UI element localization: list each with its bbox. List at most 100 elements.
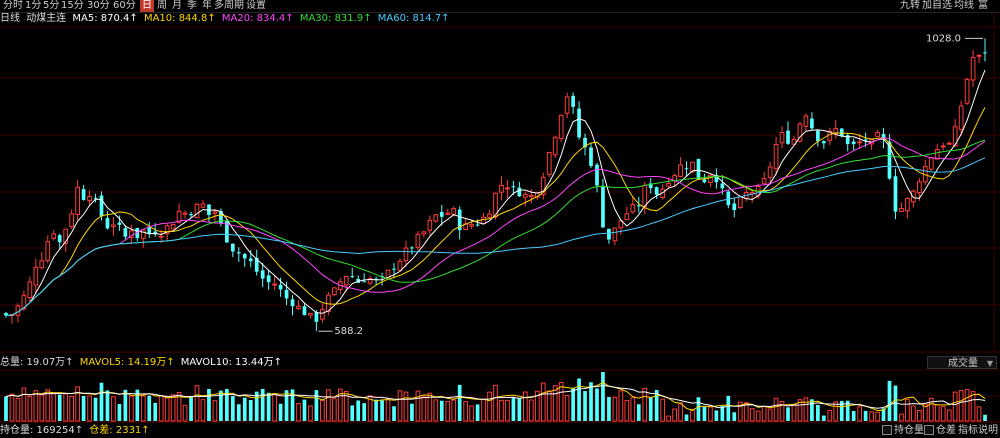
volume-bar-up	[433, 399, 439, 422]
toggle-open-interest-label: 持仓量	[894, 425, 924, 436]
candle-body-down	[696, 158, 701, 180]
volume-bar-up	[51, 392, 57, 422]
tab-60min[interactable]: 60分	[113, 0, 136, 11]
volume-bar-down	[475, 404, 480, 421]
candle-body-down	[583, 137, 587, 148]
tab-30min[interactable]: 30分	[87, 0, 110, 11]
candle-body-up	[934, 149, 940, 160]
volume-bar-up	[899, 413, 904, 422]
toggle-oi-diff[interactable]: 仓差	[924, 424, 956, 438]
ma30-value: MA30: 831.9↑	[299, 13, 372, 24]
candle-body-down	[893, 176, 898, 212]
volume-bar-up	[128, 395, 134, 422]
candle-body-up	[773, 143, 779, 169]
volume-bar-up	[827, 410, 833, 422]
fu-button[interactable]: 富	[978, 0, 988, 11]
volume-bar-down	[236, 404, 241, 421]
volume-bar-up	[469, 405, 474, 422]
ma60-value: MA60: 814.7↑	[377, 13, 450, 24]
candle-body-up	[331, 287, 337, 296]
add-watchlist-button[interactable]: 加自选	[922, 0, 952, 11]
volume-bar-down	[278, 403, 283, 421]
volume-bar-up	[296, 403, 301, 422]
volume-bar-down	[123, 389, 128, 421]
ma10-value: MA10: 844.8↑	[143, 13, 216, 24]
candle-body-up	[946, 142, 952, 145]
volume-bar-up	[642, 387, 648, 422]
tab-season[interactable]: 季	[187, 0, 197, 11]
volume-bar-down	[153, 402, 158, 421]
candle-body-up	[546, 151, 552, 175]
jiuzhuan-button[interactable]: 九转	[900, 0, 920, 11]
candle-body-down	[887, 141, 892, 179]
candle-body-down	[302, 306, 307, 316]
tab-multi-period[interactable]: 多周期	[214, 0, 244, 11]
candle-body-up	[564, 96, 570, 114]
tab-1min[interactable]: 1分	[25, 0, 42, 11]
tab-5min[interactable]: 5分	[43, 0, 60, 11]
tab-year[interactable]: 年	[202, 0, 212, 11]
candle-body-up	[940, 145, 946, 148]
candle-body-down	[511, 186, 516, 188]
candle-body-down	[219, 210, 223, 224]
contract-name: 动煤主连	[26, 13, 67, 24]
indicator-help-button[interactable]: 指标说明	[958, 425, 998, 436]
candle-body-up	[176, 210, 182, 223]
candle-body-down	[720, 183, 725, 189]
candle-body-down	[654, 187, 659, 195]
candle-body-down	[374, 278, 378, 280]
candle-body-up	[212, 211, 218, 214]
volume-bar-down	[821, 415, 826, 421]
candle-body-down	[851, 141, 856, 145]
volume-bar-down	[189, 395, 193, 421]
candle-body-down	[93, 197, 98, 199]
ma-lines-button[interactable]: 均线	[954, 0, 974, 11]
tab-fenshi[interactable]: 分时	[3, 0, 23, 11]
tab-week[interactable]: 周	[157, 0, 167, 11]
tab-15min[interactable]: 15分	[61, 0, 84, 11]
tab-day[interactable]: 日	[140, 0, 154, 12]
volume-bar-up	[158, 395, 164, 422]
volume-bar-up	[69, 396, 75, 422]
candle-body-down	[242, 253, 247, 259]
volume-bar-up	[487, 391, 492, 422]
volume-bar-down	[260, 388, 265, 421]
volume-bar-down	[517, 397, 522, 421]
toggle-open-interest[interactable]: 持仓量	[882, 424, 924, 438]
volume-bar-up	[624, 399, 630, 422]
volume-bar-up	[415, 390, 421, 422]
volume-bar-down	[290, 389, 295, 421]
indicator-select[interactable]: 成交量 ▼	[927, 356, 997, 369]
volume-bar-down	[726, 395, 731, 421]
volume-bar-up	[200, 399, 206, 422]
candle-body-down	[684, 168, 689, 170]
tab-month[interactable]: 月	[172, 0, 182, 11]
volume-bar-down	[457, 384, 462, 421]
volume-bar-up	[397, 390, 403, 422]
volume-bar-up	[427, 392, 433, 422]
checkbox-icon	[924, 425, 934, 435]
candle-body-down	[260, 270, 265, 279]
volume-bar-up	[39, 394, 45, 422]
volume-bar-down	[147, 395, 152, 421]
volume-bar-up	[558, 381, 564, 422]
volume-bar-up	[791, 404, 797, 422]
candle-body-up	[958, 105, 964, 130]
candle-body-down	[290, 299, 295, 307]
candle-body-down	[362, 281, 367, 283]
volume-bar-up	[952, 391, 958, 422]
candle-body-up	[528, 194, 534, 198]
candle-body-down	[189, 213, 193, 216]
volume-bar-up	[911, 405, 916, 422]
volume-bar-up	[755, 410, 761, 422]
tab-settings[interactable]: 设置	[246, 0, 266, 11]
candle-body-up	[552, 136, 558, 156]
candle-body-up	[272, 283, 277, 286]
volume-bar-up	[905, 398, 910, 422]
volume-bar-down	[720, 405, 725, 421]
open-interest-value: 持仓量: 169254↑	[0, 425, 84, 436]
candle-body-up	[87, 196, 92, 202]
volume-bar-down	[732, 412, 737, 421]
volume-bar-up	[194, 385, 200, 422]
